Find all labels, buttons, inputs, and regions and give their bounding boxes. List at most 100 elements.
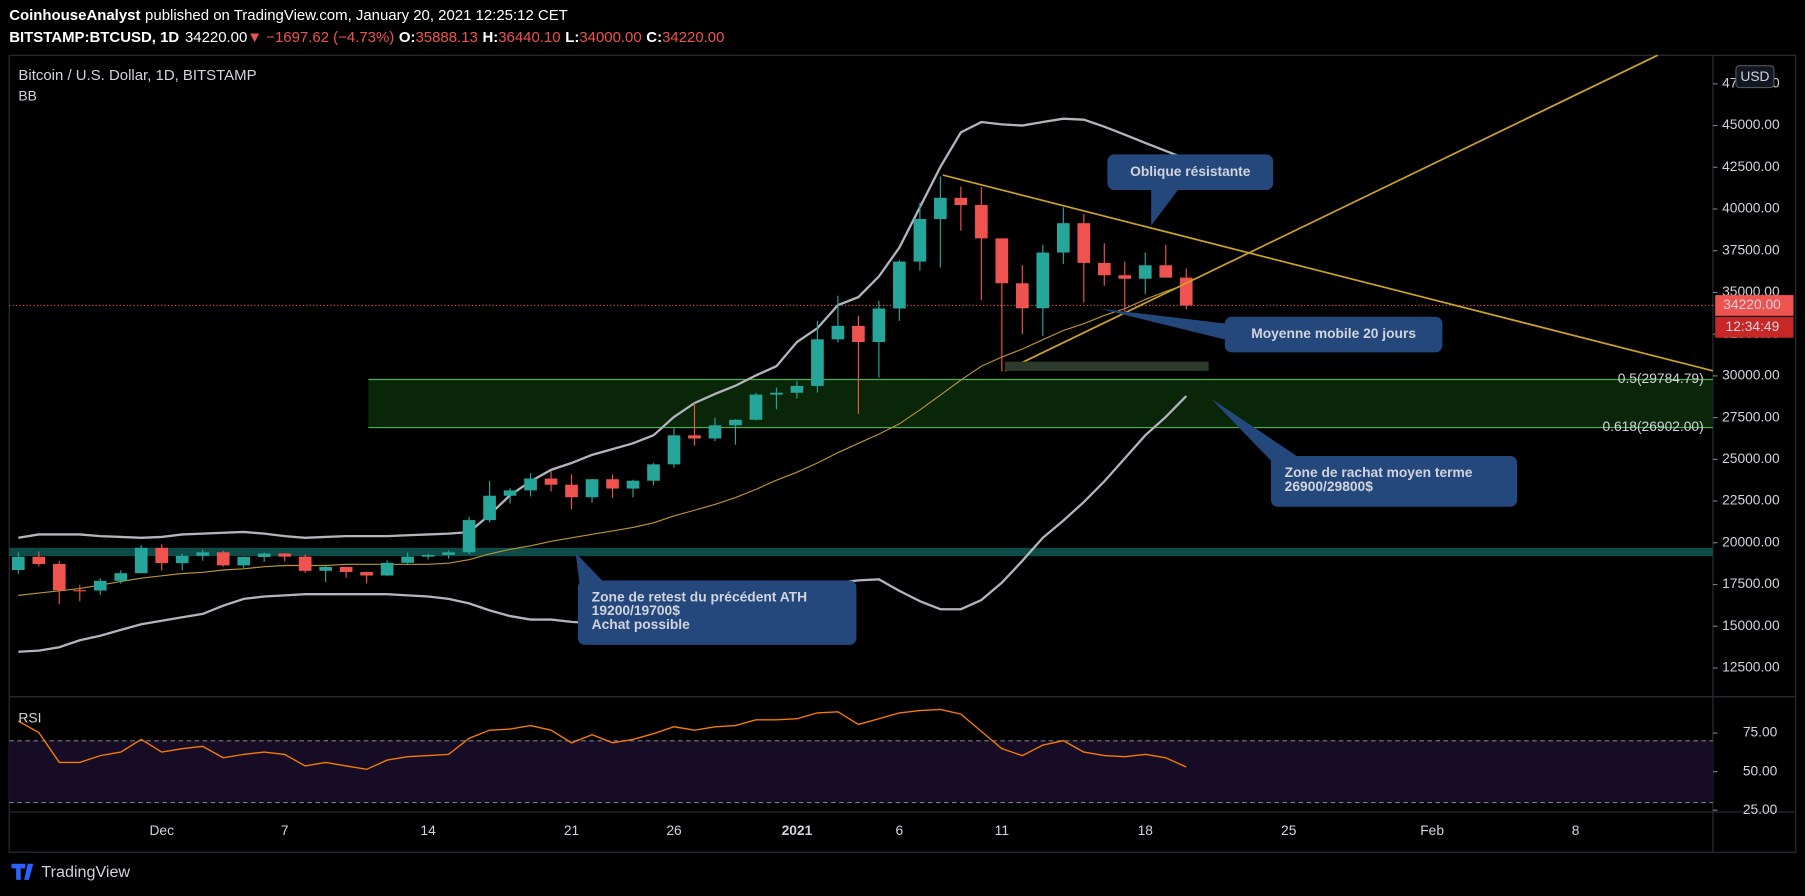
bb-upper [18, 117, 1187, 539]
callout-tail [1151, 188, 1179, 226]
x-tick-label: 11 [995, 822, 1009, 838]
candle-body [585, 479, 599, 498]
candle-body [360, 572, 373, 576]
candle-body [257, 553, 271, 557]
ohlc-value: 36440.10 [498, 29, 560, 46]
candle-body [872, 308, 886, 343]
candle-body [380, 562, 394, 576]
logo [11, 863, 34, 880]
rsi-tick-label: 25.00 [1743, 801, 1778, 817]
y-tick-label: 12500.00 [1722, 659, 1780, 675]
trendline [1004, 54, 1659, 372]
candle-body [237, 556, 251, 566]
plot-layer [9, 117, 1713, 804]
candle-body [52, 563, 66, 591]
fib-label: 0.618(26902.00) [1602, 418, 1703, 434]
callout-text: 19200/19700$ [592, 602, 681, 618]
range-box [1004, 361, 1209, 371]
candle-body [852, 325, 865, 343]
ohlc-label: L: [565, 29, 579, 46]
buy-zone [368, 379, 1713, 428]
footer: TradingView [11, 863, 130, 881]
candle-body [893, 261, 906, 309]
candle-body [1077, 223, 1091, 263]
candle-body [749, 394, 763, 420]
unit-label: USD [1740, 68, 1769, 84]
callout-text: Moyenne mobile 20 jours [1251, 325, 1416, 341]
candle-body [544, 478, 558, 485]
countdown-tag [1715, 316, 1794, 338]
rsi-tick-label: 75.00 [1743, 724, 1778, 740]
candle-body [401, 556, 414, 563]
y-tick-label: 35000.00 [1722, 283, 1780, 299]
candle-body [298, 556, 312, 571]
x-tick-label: Feb [1420, 822, 1444, 838]
y-tick-label: 17500.00 [1722, 575, 1780, 591]
callout-text: Achat possible [592, 616, 690, 632]
candle-body [934, 197, 947, 220]
candle-body [1036, 252, 1050, 309]
candle-body [524, 478, 537, 491]
candle-body [913, 219, 927, 262]
candle-body [1056, 223, 1070, 253]
trendlines [942, 54, 1714, 372]
brand: TradingView [41, 863, 130, 881]
y-tick-label: 15000.00 [1722, 617, 1780, 633]
candle-body [606, 479, 619, 489]
indicator-label: BB [18, 87, 36, 103]
chart-title: Bitcoin / U.S. Dollar, 1D, BITSTAMP [18, 67, 256, 84]
candle-body [954, 197, 968, 205]
published: published on TradingView.com, January 20… [145, 7, 568, 24]
candle-body [790, 385, 804, 393]
candle-body [975, 204, 988, 239]
support-zone [9, 547, 1713, 557]
y-tick-label: 22500.00 [1722, 492, 1780, 508]
callout-text: 26900/29800$ [1285, 478, 1374, 494]
fib-label: 0.5(29784.79) [1618, 370, 1704, 386]
candle-body [421, 554, 435, 557]
callout-box [1270, 456, 1518, 507]
candle-body [155, 547, 169, 564]
candle-body [811, 339, 824, 386]
x-tick-label: 6 [896, 822, 904, 838]
candle-body [483, 495, 496, 521]
y-tick-label: 27500.00 [1722, 408, 1780, 424]
candle-body [93, 580, 107, 591]
candle-body [278, 553, 292, 557]
overlay-layer: 0.5(29784.79) 0.618(26902.00) 12500.00 1500… [149, 65, 1794, 838]
ohlc-label: O: [399, 29, 416, 46]
candle-body [565, 484, 578, 498]
x-tick-label: 7 [281, 822, 289, 838]
candle-body [1097, 262, 1111, 276]
candle-body [1138, 265, 1152, 279]
callout-text: Zone de rachat moyen terme [1285, 464, 1473, 480]
candle-body [688, 435, 701, 439]
publish-line: CoinhouseAnalyst published on TradingView… [9, 7, 568, 24]
x-tick-label: 2021 [782, 822, 813, 838]
candle-body [995, 238, 1009, 284]
callout-text: Zone de retest du précédent ATH [592, 588, 807, 604]
candle-body [339, 566, 353, 573]
unit-box [1735, 65, 1775, 89]
candle-body [647, 464, 660, 481]
callout-tail [1211, 398, 1299, 463]
countdown: 12:34:49 [1726, 318, 1780, 334]
callout-box [1224, 316, 1443, 353]
candle-body [216, 552, 230, 566]
change: ▼ −1697.62 (−4.73%) [247, 29, 394, 46]
x-tick-label: 26 [666, 822, 682, 838]
candle-body [770, 392, 783, 395]
callout-tail [575, 552, 604, 589]
x-tick-label: Dec [149, 822, 174, 838]
x-tick-label: 18 [1138, 822, 1154, 838]
symbol: BITSTAMP:BTCUSD, 1D [9, 29, 179, 46]
rsi-label: RSI [18, 709, 41, 725]
rsi-line [17, 708, 1187, 771]
candle-body [503, 490, 517, 496]
author: CoinhouseAnalyst [9, 7, 140, 24]
bb-basis [18, 283, 1187, 596]
candle-body [442, 552, 455, 555]
ohlc-label: C: [646, 29, 662, 46]
ohlc-label: H: [482, 29, 498, 46]
candle-body [11, 556, 25, 571]
